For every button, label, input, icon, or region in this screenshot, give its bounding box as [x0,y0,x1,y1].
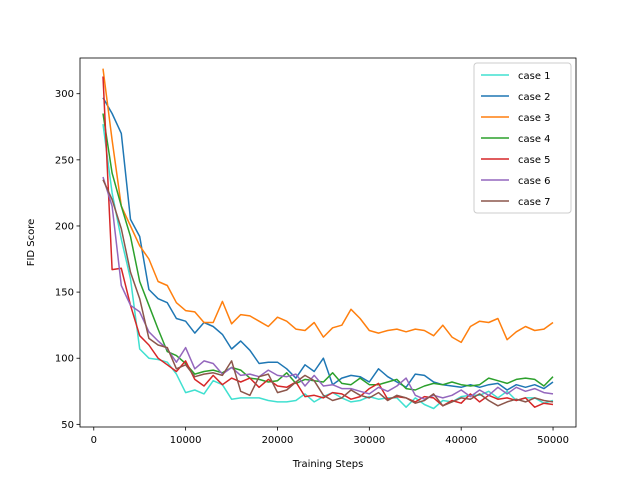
series-line-case-4 [102,113,554,391]
plot-area-frame [79,57,577,428]
y-tick-label: 150 [55,288,74,299]
x-tick-label: 30000 [353,435,385,446]
y-tick-label: 300 [55,89,74,100]
x-axis-label: Training Steps [292,459,364,470]
x-tick-label: 20000 [262,435,294,446]
series-line-case-3 [102,68,554,344]
legend-entry-label: case 3 [518,113,551,124]
y-tick-label: 200 [55,221,74,232]
legend-box [473,62,572,214]
legend: case 1 case 2 case 3 case 4 case 5 case 6 case… [473,62,572,214]
series-line-case-5 [102,76,554,408]
series-layer [102,68,554,410]
series-line-case-6 [102,176,554,400]
legend-entry-label: case 4 [518,134,551,145]
series-line-case-2 [102,97,554,391]
x-tick-label: 10000 [170,435,202,446]
y-tick-label: 250 [55,155,74,166]
ticks-layer: 0 10000 20000 30000 40000 50000 50 100 150 200 250… [55,89,569,446]
x-tick-label: 50000 [537,435,569,446]
legend-entry-label: case 7 [518,197,551,208]
x-tick-label: 0 [91,435,97,446]
legend-entry-label: case 1 [518,71,551,82]
legend-entry-label: case 2 [518,92,551,103]
legend-entry-label: case 5 [518,155,551,166]
x-tick-label: 40000 [445,435,477,446]
series-line-case-7 [102,179,554,407]
y-tick-label: 50 [61,420,74,431]
y-tick-label: 100 [55,354,74,365]
y-axis-label: FID Score [26,219,37,267]
legend-entry-label: case 6 [518,176,551,187]
